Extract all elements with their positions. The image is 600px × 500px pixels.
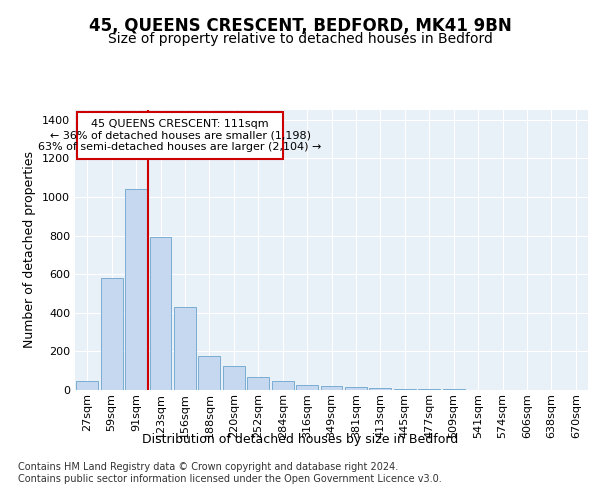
Bar	[76, 380, 98, 390]
Bar	[101, 278, 122, 390]
Bar	[345, 388, 367, 390]
Bar	[199, 356, 220, 390]
Bar	[247, 378, 269, 390]
Y-axis label: Number of detached properties: Number of detached properties	[23, 152, 37, 348]
Bar	[320, 386, 343, 390]
Bar	[394, 389, 416, 390]
Text: Distribution of detached houses by size in Bedford: Distribution of detached houses by size …	[142, 432, 458, 446]
Text: Size of property relative to detached houses in Bedford: Size of property relative to detached ho…	[107, 32, 493, 46]
Bar	[223, 366, 245, 390]
Bar	[149, 238, 172, 390]
FancyBboxPatch shape	[77, 112, 283, 159]
Bar	[418, 389, 440, 390]
Bar	[370, 388, 391, 390]
Bar	[125, 189, 147, 390]
Text: Contains HM Land Registry data © Crown copyright and database right 2024.
Contai: Contains HM Land Registry data © Crown c…	[18, 462, 442, 484]
Text: 45, QUEENS CRESCENT, BEDFORD, MK41 9BN: 45, QUEENS CRESCENT, BEDFORD, MK41 9BN	[89, 18, 511, 36]
Bar	[174, 308, 196, 390]
Text: 45 QUEENS CRESCENT: 111sqm
← 36% of detached houses are smaller (1,198)
63% of s: 45 QUEENS CRESCENT: 111sqm ← 36% of deta…	[38, 119, 322, 152]
Bar	[296, 385, 318, 390]
Bar	[272, 380, 293, 390]
